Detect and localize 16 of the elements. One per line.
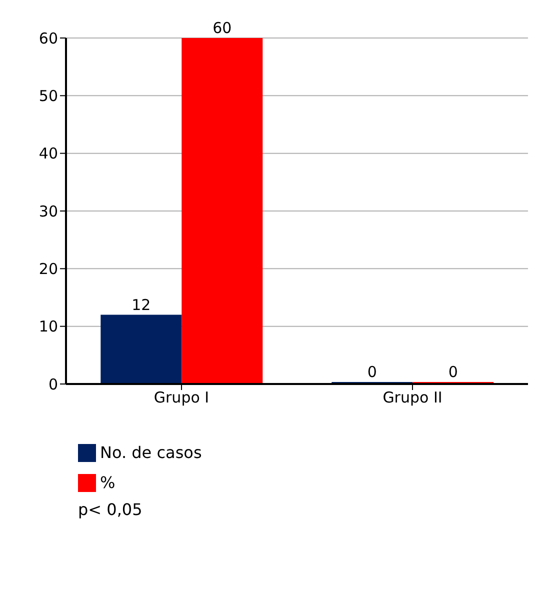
y-tick-label: 30: [38, 202, 58, 220]
text: p< 0,05: [77, 500, 144, 519]
y-tick-label: 0: [48, 375, 58, 394]
y-tick-label: 60: [38, 29, 58, 48]
legend-label: No. de casos: [100, 442, 202, 464]
y-tick-label: 10: [38, 318, 58, 336]
y-tick-label: 20: [38, 260, 58, 278]
x-tick-label: Grupo I: [154, 388, 210, 407]
data-label: 0: [448, 363, 458, 381]
data-label: 0: [367, 363, 377, 381]
y-tick-label: 40: [38, 144, 58, 163]
y-tick-label: 50: [38, 86, 58, 105]
legend-label: %: [100, 472, 116, 494]
data-label: 12: [132, 296, 151, 314]
x-tick-label: Grupo II: [382, 388, 442, 407]
data-label: 60: [212, 19, 232, 37]
